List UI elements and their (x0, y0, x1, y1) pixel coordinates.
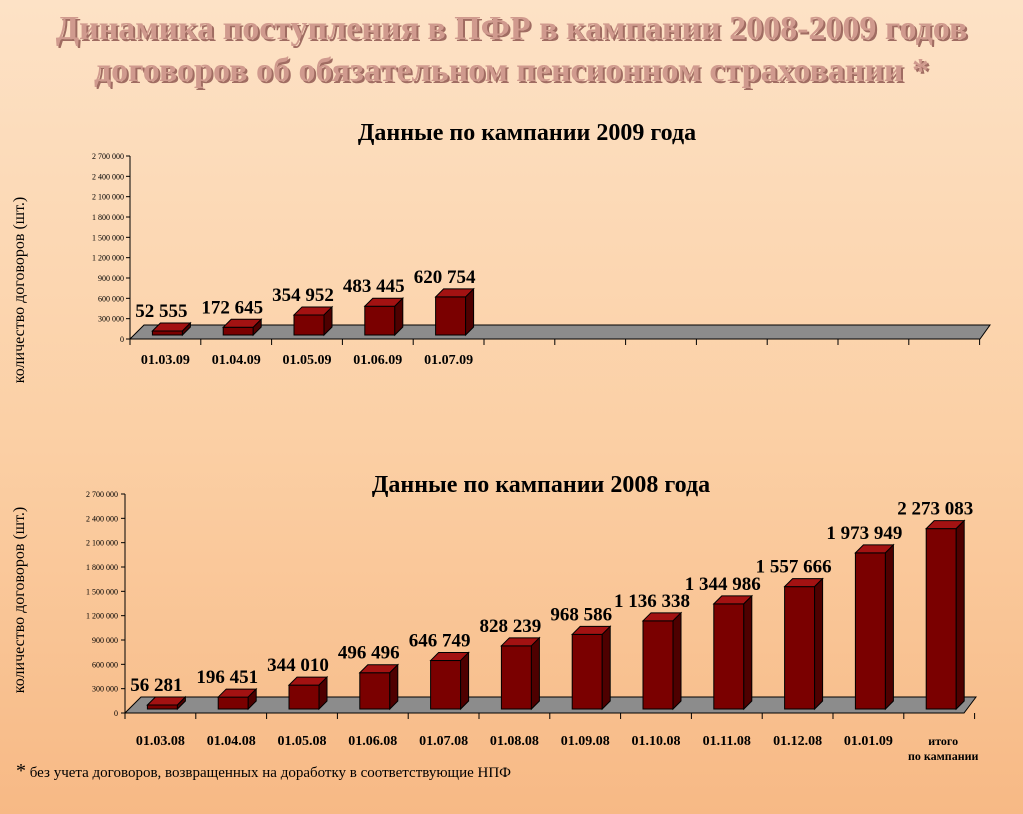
c2009-y-tick-label: 2 100 000 (92, 193, 124, 202)
c2008-bar (571, 633, 603, 710)
c2009-bar-side (394, 297, 404, 337)
c2008-y-tick-label: 900 000 (92, 636, 118, 645)
c2009-data-label: 354 952 (272, 285, 334, 306)
c2008-bar-side (460, 651, 470, 711)
c2008-data-label: 1 973 949 (826, 523, 902, 544)
c2008-bar (642, 620, 674, 710)
c2008-chart-title: Данные по кампании 2008 года (372, 472, 710, 498)
c2008-category-label: 01.06.08 (348, 734, 397, 749)
c2008-bar-side (247, 687, 257, 711)
c2008-category-label: 01.07.08 (419, 734, 468, 749)
c2008-bar (288, 684, 320, 710)
c2009-data-label: 620 754 (414, 267, 476, 288)
c2008-bar (784, 586, 816, 710)
c2008-bar-side (318, 675, 328, 711)
c2008-category-label: итого по кампании (908, 734, 979, 763)
c2008-y-tick-label: 1 800 000 (86, 563, 118, 572)
c2008-bar (854, 552, 886, 710)
c2008-y-tick-label: 300 000 (92, 685, 118, 694)
c2008-bar-side (814, 577, 824, 711)
c2008-bar-side (884, 543, 894, 711)
c2008-bar (217, 696, 249, 710)
c2009-y-tick-label: 1 800 000 (92, 213, 124, 222)
c2008-category-label: 01.01.09 (844, 734, 893, 749)
c2008-bar (430, 660, 462, 710)
c2009-y-tick-label: 600 000 (98, 294, 124, 303)
c2008-data-label: 1 557 666 (756, 557, 832, 578)
c2009-bar (293, 314, 325, 336)
c2008-y-tick-label: 0 (114, 709, 118, 718)
c2008-y-tick-label: 2 100 000 (86, 539, 118, 548)
c2008-data-label: 2 273 083 (897, 499, 973, 520)
c2009-data-label: 52 555 (135, 301, 187, 322)
c2008-data-label: 344 010 (267, 655, 329, 676)
c2009-chart-title: Данные по кампании 2009 года (358, 120, 696, 146)
page-title: Динамика поступления в ПФР в кампании 20… (0, 8, 1023, 92)
c2009-y-tick-label: 2 700 000 (92, 152, 124, 161)
c2009-y-tick-label: 900 000 (98, 274, 124, 283)
footnote: * без учета договоров, возвращенных на д… (16, 760, 511, 783)
c2008-y-tick-label: 2 700 000 (86, 490, 118, 499)
c2008-bar-side (389, 663, 399, 711)
c2008-data-label: 56 281 (130, 675, 182, 696)
c2008-category-label: 01.11.08 (703, 734, 751, 749)
footnote-text: без учета договоров, возвращенных на дор… (29, 765, 512, 781)
c2008-category-label: 01.12.08 (773, 734, 822, 749)
c2009-y-tick-label: 0 (120, 335, 124, 344)
c2008-category-label: 01.04.08 (207, 734, 256, 749)
c2009-bar (364, 305, 396, 336)
c2008-category-label: 01.08.08 (490, 734, 539, 749)
c2008-bar (713, 603, 745, 710)
c2009-y-tick-label: 1 500 000 (92, 233, 124, 242)
c2009-bar-side (252, 318, 262, 337)
c2009-y-tick-label: 300 000 (98, 315, 124, 324)
c2009-bar (151, 330, 183, 336)
c2008-y-tick-label: 1 200 000 (86, 612, 118, 621)
c2009-data-label: 172 645 (201, 297, 263, 318)
c2009-y-tick-label: 2 400 000 (92, 172, 124, 181)
c2009-bar-side (323, 305, 333, 337)
c2008-y-tick-label: 1 500 000 (86, 587, 118, 596)
c2009-y-tick-label: 1 200 000 (92, 254, 124, 263)
c2008-category-label: 01.09.08 (561, 734, 610, 749)
c2008-data-label: 646 749 (409, 631, 471, 652)
c2009-category-label: 01.03.09 (141, 353, 190, 368)
c2009-bar-side (465, 287, 475, 337)
c2008-data-label: 196 451 (196, 667, 258, 688)
c2009-data-label: 483 445 (343, 276, 405, 297)
c2008-data-label: 496 496 (338, 643, 400, 664)
c2008-category-label: 01.05.08 (278, 734, 327, 749)
c2009-category-label: 01.05.09 (283, 353, 332, 368)
c2008-category-label: 01.03.08 (136, 734, 185, 749)
c2008-bar-side (743, 594, 753, 711)
c2008-bar (925, 528, 957, 710)
c2009-bar-side (181, 321, 191, 337)
c2008-y-tick-label: 2 400 000 (86, 514, 118, 523)
page-title-line2: договоров об обязательном пенсионном стр… (93, 52, 930, 89)
c2008-y-tick-label: 600 000 (92, 660, 118, 669)
c2009-category-label: 01.06.09 (353, 353, 402, 368)
c2008-bar-side (176, 695, 186, 711)
c2008-bar-side (601, 625, 611, 711)
c2008-data-label: 1 344 986 (685, 574, 761, 595)
c2008-data-label: 828 239 (480, 616, 542, 637)
c2009-y-axis-label: количество договоров (шт.) (11, 197, 28, 383)
c2008-bar-side (530, 636, 540, 711)
footnote-star: * (16, 760, 26, 782)
c2008-category-label: 01.10.08 (632, 734, 681, 749)
c2008-bar-side (672, 611, 682, 711)
c2009-category-label: 01.04.09 (212, 353, 261, 368)
c2008-bar (146, 704, 178, 710)
page-title-line1: Динамика поступления в ПФР в кампании 20… (55, 10, 968, 47)
c2009-bar (222, 326, 254, 336)
c2008-data-label: 1 136 338 (614, 591, 690, 612)
c2008-y-axis-label: количество договоров (шт.) (11, 507, 28, 693)
c2009-category-label: 01.07.09 (424, 353, 473, 368)
c2008-bar (500, 645, 532, 710)
c2008-bar-side (955, 519, 965, 711)
c2008-data-label: 968 586 (550, 604, 612, 625)
c2008-bar (359, 672, 391, 710)
c2009-bar (435, 296, 467, 336)
